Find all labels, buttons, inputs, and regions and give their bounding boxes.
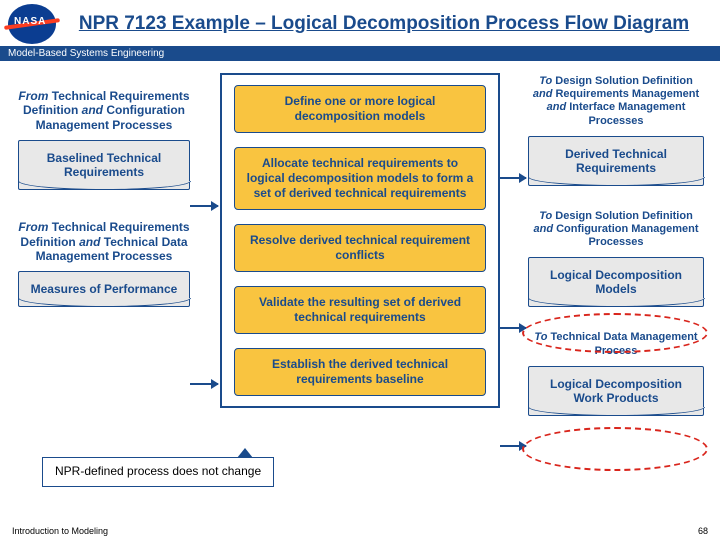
- right-column: To Design Solution Definition and Requir…: [528, 75, 704, 434]
- process-step: Validate the resulting set of derived te…: [234, 286, 486, 334]
- subtitle-bar: Model-Based Systems Engineering: [0, 46, 720, 61]
- right-label-3: To Technical Data Management Process: [528, 331, 704, 357]
- footer: Introduction to Modeling 68: [0, 526, 720, 536]
- header: NPR 7123 Example – Logical Decomposition…: [0, 0, 720, 44]
- output-box-3: Logical Decomposition Work Products: [528, 366, 704, 416]
- callout-box: NPR-defined process does not change: [42, 457, 274, 487]
- process-step: Define one or more logical decomposition…: [234, 85, 486, 133]
- arrow-icon: [500, 445, 526, 447]
- process-step: Allocate technical requirements to logic…: [234, 147, 486, 210]
- nasa-logo: [8, 4, 56, 44]
- arrow-icon: [190, 205, 218, 207]
- footer-left: Introduction to Modeling: [12, 526, 108, 536]
- right-label-2: To Design Solution Definition and Config…: [528, 210, 704, 250]
- left-column: From Technical Requirements Definition a…: [18, 89, 190, 325]
- process-step: Establish the derived technical requirem…: [234, 348, 486, 396]
- process-frame: Define one or more logical decomposition…: [220, 73, 500, 408]
- arrow-icon: [500, 327, 526, 329]
- input-box-2: Measures of Performance: [18, 271, 190, 307]
- output-box-1: Derived Technical Requirements: [528, 136, 704, 186]
- left-label-1: From Technical Requirements Definition a…: [18, 89, 190, 132]
- slide-title: NPR 7123 Example – Logical Decomposition…: [56, 13, 712, 36]
- input-box-1: Baselined Technical Requirements: [18, 140, 190, 190]
- arrow-icon: [500, 177, 526, 179]
- center-column: Define one or more logical decomposition…: [220, 73, 500, 408]
- arrow-icon: [190, 383, 218, 385]
- output-box-2: Logical Decomposition Models: [528, 257, 704, 307]
- page-number: 68: [698, 526, 708, 536]
- process-step: Resolve derived technical requirement co…: [234, 224, 486, 272]
- flow-diagram: From Technical Requirements Definition a…: [0, 65, 720, 505]
- left-label-2: From Technical Requirements Definition a…: [18, 220, 190, 263]
- right-label-1: To Design Solution Definition and Requir…: [528, 75, 704, 128]
